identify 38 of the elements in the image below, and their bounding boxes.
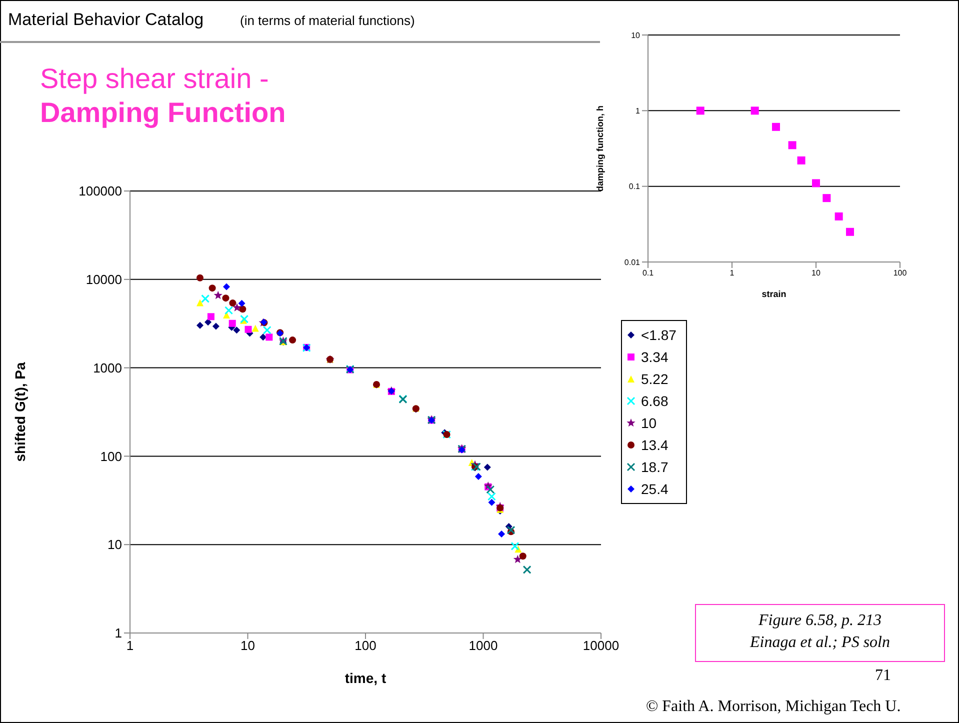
x-tick-label: 1: [126, 638, 134, 654]
y-tick-label: 100: [100, 448, 122, 464]
x-tick-label: 0.1: [642, 268, 654, 278]
chart-subtitle: Damping Function: [40, 96, 286, 130]
legend-label: 25.4: [641, 481, 668, 497]
legend-label: 10: [641, 415, 657, 431]
y-tick-label: 1: [114, 626, 122, 641]
legend-label: 18.7: [641, 459, 668, 475]
x-axis-title: time, t: [344, 670, 386, 686]
y-tick-label: 0.1: [628, 182, 641, 192]
text: Material Behavior Catalog: [8, 10, 204, 30]
text: (in terms of material functions): [240, 13, 415, 28]
y-tick-label: 100000: [78, 184, 122, 199]
y-axis-title: shifted G(t), Pa: [12, 362, 28, 462]
legend-label: 13.4: [641, 437, 668, 453]
x-tick-label: 10: [240, 638, 255, 654]
caption: Figure 6.58, p. 213: [758, 612, 882, 630]
y-tick-label: 0.01: [624, 258, 641, 267]
text: 71: [875, 667, 891, 685]
y-tick-label: 10: [108, 537, 122, 552]
x-axis-title: strain: [762, 289, 786, 299]
y-tick-label: 1: [636, 106, 641, 116]
text: © Faith A. Morrison, Michigan Tech U.: [646, 698, 901, 716]
x-tick-label: 100: [354, 638, 376, 654]
y-axis-title: damping function, h: [595, 106, 606, 192]
legend-label: 6.68: [641, 393, 668, 409]
text: Einaga et al.; PS soln: [748, 634, 891, 652]
legend-label: 5.22: [641, 371, 668, 387]
legend-label: 3.34: [641, 349, 668, 365]
x-tick-label: 1000: [468, 638, 498, 654]
x-tick-label: 100: [893, 268, 908, 278]
chart-title: Step shear strain -: [40, 62, 270, 96]
x-tick-label: 10000: [582, 638, 620, 654]
x-tick-label: 1: [730, 268, 735, 278]
y-tick-label: 10: [631, 30, 641, 40]
x-tick-label: 10: [812, 268, 821, 278]
legend-label: <1.87: [641, 327, 676, 343]
y-tick-label: 1000: [93, 360, 122, 376]
